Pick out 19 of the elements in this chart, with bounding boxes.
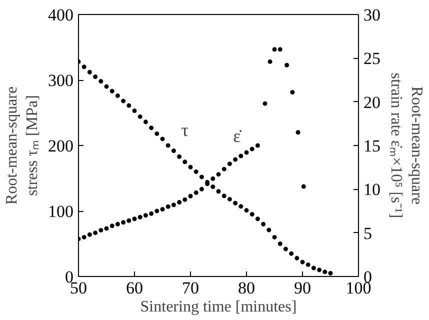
x-tick-label: 70 xyxy=(182,278,199,298)
y-tick-label: 300 xyxy=(48,71,74,90)
y-tick-label: 200 xyxy=(48,136,74,156)
y-tick-label: 400 xyxy=(48,6,74,24)
x-tick-label: 90 xyxy=(294,278,311,298)
y2-axis-title: Root-mean-square strain rate ε̇ₘ×10⁵ [s⁻¹] xyxy=(388,72,425,218)
x-axis-title: Sintering time [minutes] xyxy=(140,298,297,316)
y2-tick-label: 15 xyxy=(364,136,380,156)
x-tick-label: 80 xyxy=(238,278,255,298)
y2-tick-label: 30 xyxy=(364,6,380,24)
y-tick-label: 100 xyxy=(48,202,74,221)
y2-tick-label: 10 xyxy=(364,180,380,200)
y2-tick-label: 25 xyxy=(364,49,380,68)
y2-tick-label: 5 xyxy=(364,224,372,243)
x-tick-label: 60 xyxy=(126,278,143,298)
y-axis-title: Root-mean-square stress τₘ [MPa] xyxy=(4,86,41,205)
y2-tick-label: 20 xyxy=(364,92,380,112)
series-label: τ xyxy=(181,120,189,140)
series-label: ε̇ xyxy=(233,126,242,146)
